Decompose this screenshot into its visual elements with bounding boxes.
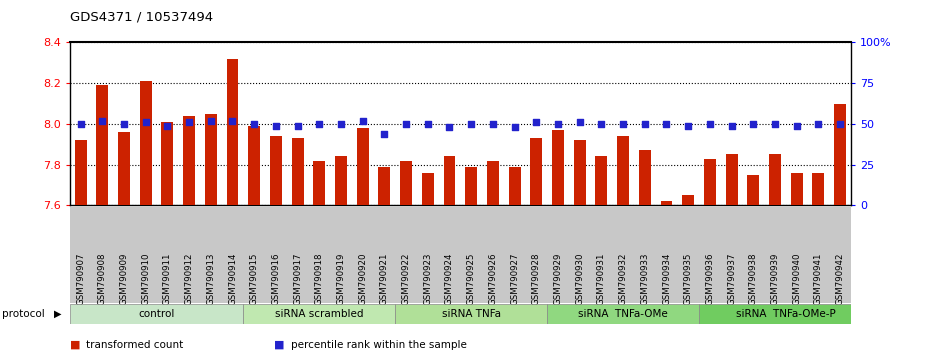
Bar: [205, 114, 217, 205]
Point: [767, 121, 782, 127]
Bar: [547, 304, 699, 324]
Point: [464, 121, 479, 127]
Point: [529, 119, 544, 125]
Bar: [70, 304, 244, 324]
Point: [507, 124, 522, 130]
Bar: [313, 161, 326, 205]
Bar: [769, 154, 781, 205]
Point: [204, 118, 219, 124]
Bar: [552, 130, 564, 205]
Point: [116, 121, 131, 127]
Bar: [748, 175, 759, 205]
Point: [95, 118, 110, 124]
Bar: [244, 304, 395, 324]
Point: [399, 121, 414, 127]
Bar: [509, 167, 521, 205]
Point: [551, 121, 565, 127]
Bar: [618, 136, 629, 205]
Bar: [444, 156, 456, 205]
Point: [746, 121, 761, 127]
Point: [659, 121, 674, 127]
Bar: [725, 154, 737, 205]
Bar: [683, 195, 694, 205]
Point: [355, 118, 370, 124]
Text: transformed count: transformed count: [86, 340, 184, 350]
Bar: [704, 159, 716, 205]
Text: siRNA scrambled: siRNA scrambled: [275, 309, 364, 319]
Text: siRNA TNFa: siRNA TNFa: [442, 309, 500, 319]
Point: [637, 121, 652, 127]
Point: [269, 123, 284, 129]
Bar: [292, 138, 303, 205]
Point: [420, 121, 435, 127]
Bar: [227, 59, 238, 205]
Point: [225, 118, 240, 124]
Bar: [422, 173, 433, 205]
Point: [724, 123, 739, 129]
Point: [160, 123, 175, 129]
Text: ■: ■: [274, 340, 285, 350]
Point: [334, 121, 349, 127]
Bar: [248, 126, 260, 205]
Bar: [118, 132, 130, 205]
Bar: [400, 161, 412, 205]
Bar: [574, 140, 586, 205]
Bar: [465, 167, 477, 205]
Point: [811, 121, 826, 127]
Bar: [395, 304, 547, 324]
Bar: [813, 173, 824, 205]
Point: [377, 131, 392, 137]
Point: [290, 123, 305, 129]
Text: ▶: ▶: [54, 309, 61, 319]
Text: control: control: [139, 309, 175, 319]
Bar: [639, 150, 651, 205]
Text: ■: ■: [70, 340, 80, 350]
Text: siRNA  TNFa-OMe-P: siRNA TNFa-OMe-P: [736, 309, 836, 319]
Point: [139, 119, 153, 125]
Point: [790, 123, 804, 129]
Point: [73, 121, 88, 127]
Point: [246, 121, 261, 127]
Bar: [97, 85, 108, 205]
Bar: [595, 156, 607, 205]
Bar: [530, 138, 542, 205]
Text: percentile rank within the sample: percentile rank within the sample: [291, 340, 467, 350]
Point: [681, 123, 696, 129]
Text: GDS4371 / 10537494: GDS4371 / 10537494: [70, 11, 213, 24]
Bar: [270, 136, 282, 205]
Bar: [357, 128, 368, 205]
Bar: [790, 173, 803, 205]
Bar: [487, 161, 498, 205]
Bar: [379, 167, 391, 205]
Point: [312, 121, 326, 127]
Bar: [660, 201, 672, 205]
Bar: [162, 122, 173, 205]
Text: protocol: protocol: [2, 309, 45, 319]
Point: [181, 119, 196, 125]
Point: [572, 119, 587, 125]
Point: [594, 121, 609, 127]
Bar: [140, 81, 152, 205]
Point: [832, 121, 847, 127]
Point: [442, 124, 457, 130]
Point: [616, 121, 631, 127]
Text: siRNA  TNFa-OMe: siRNA TNFa-OMe: [578, 309, 668, 319]
Bar: [183, 116, 195, 205]
Point: [485, 121, 500, 127]
Bar: [699, 304, 872, 324]
Bar: [834, 104, 846, 205]
Point: [702, 121, 717, 127]
Bar: [74, 140, 86, 205]
Bar: [335, 156, 347, 205]
